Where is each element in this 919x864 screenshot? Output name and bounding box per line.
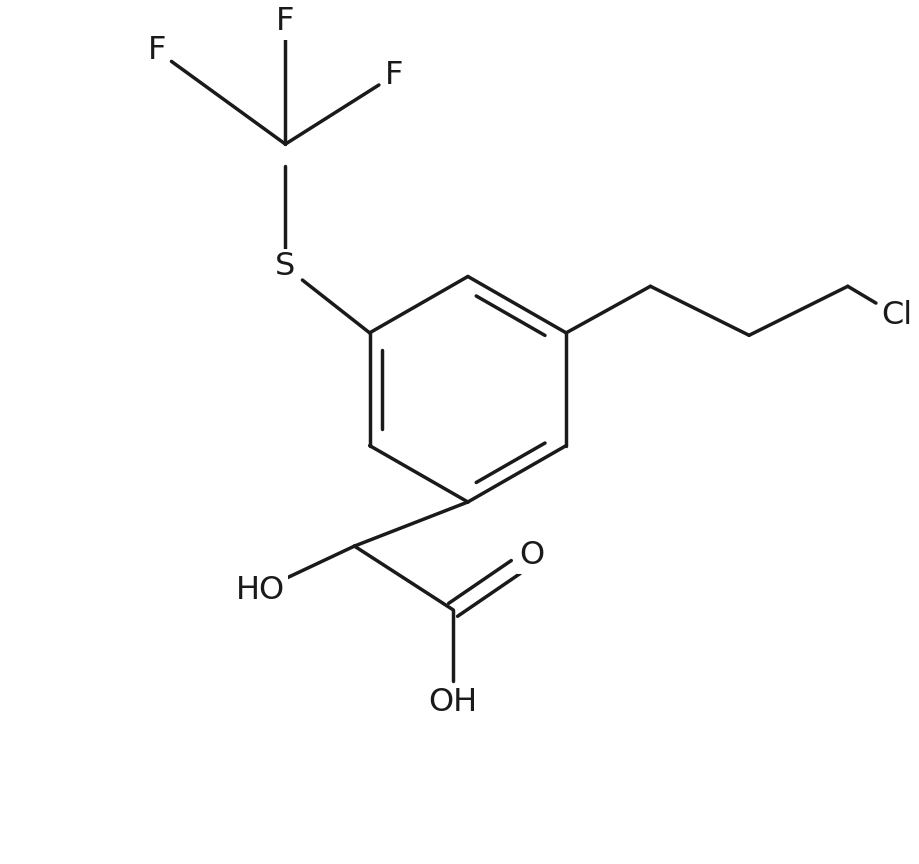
Text: F: F xyxy=(276,6,294,37)
Text: O: O xyxy=(519,540,544,571)
Text: Cl: Cl xyxy=(880,300,912,331)
Text: HO: HO xyxy=(236,575,285,606)
Text: S: S xyxy=(275,251,295,283)
Text: F: F xyxy=(148,35,166,67)
Text: F: F xyxy=(384,60,403,91)
Text: OH: OH xyxy=(428,688,477,719)
